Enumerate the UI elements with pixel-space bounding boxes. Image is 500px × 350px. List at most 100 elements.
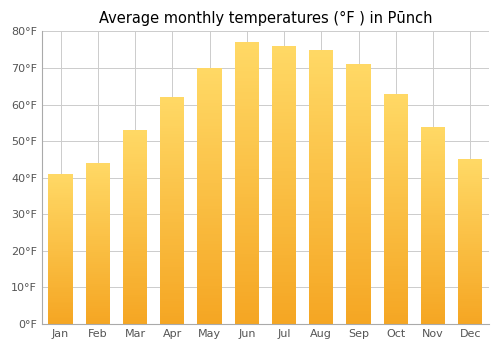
Bar: [86, 264, 110, 266]
Bar: [234, 271, 259, 275]
Bar: [384, 217, 408, 220]
Bar: [123, 176, 147, 178]
Bar: [421, 267, 445, 270]
Bar: [123, 181, 147, 183]
Bar: [458, 184, 482, 186]
Bar: [198, 190, 222, 193]
Bar: [123, 208, 147, 210]
Bar: [421, 309, 445, 312]
Bar: [421, 218, 445, 220]
Bar: [86, 288, 110, 290]
Bar: [123, 164, 147, 167]
Bar: [458, 172, 482, 174]
Bar: [421, 294, 445, 297]
Bar: [458, 229, 482, 231]
Bar: [309, 111, 334, 115]
Bar: [384, 206, 408, 209]
Bar: [346, 93, 370, 97]
Bar: [123, 251, 147, 254]
Bar: [234, 247, 259, 250]
Bar: [346, 149, 370, 152]
Bar: [160, 287, 184, 290]
Bar: [421, 285, 445, 287]
Bar: [198, 78, 222, 81]
Bar: [234, 289, 259, 292]
Bar: [198, 218, 222, 222]
Bar: [198, 305, 222, 308]
Bar: [160, 208, 184, 211]
Bar: [234, 162, 259, 166]
Bar: [198, 314, 222, 318]
Bar: [421, 223, 445, 225]
Bar: [234, 102, 259, 106]
Bar: [48, 238, 72, 240]
Bar: [48, 281, 72, 283]
Bar: [272, 144, 296, 147]
Bar: [86, 284, 110, 286]
Bar: [272, 147, 296, 150]
Bar: [123, 309, 147, 312]
Bar: [198, 308, 222, 311]
Bar: [309, 317, 334, 321]
Bar: [384, 97, 408, 99]
Bar: [384, 287, 408, 289]
Bar: [234, 296, 259, 299]
Bar: [458, 176, 482, 178]
Bar: [234, 197, 259, 201]
Bar: [160, 131, 184, 134]
Bar: [198, 106, 222, 110]
Bar: [123, 237, 147, 239]
Bar: [272, 307, 296, 310]
Bar: [160, 214, 184, 216]
Bar: [384, 209, 408, 212]
Bar: [160, 140, 184, 143]
Bar: [346, 133, 370, 136]
Bar: [86, 233, 110, 236]
Bar: [234, 85, 259, 88]
Bar: [160, 225, 184, 228]
Bar: [48, 320, 72, 322]
Bar: [421, 299, 445, 302]
Bar: [272, 223, 296, 227]
Bar: [458, 219, 482, 221]
Bar: [421, 213, 445, 215]
Bar: [198, 244, 222, 247]
Bar: [123, 205, 147, 208]
Bar: [309, 118, 334, 122]
Bar: [86, 230, 110, 231]
Bar: [123, 230, 147, 232]
Bar: [421, 238, 445, 240]
Bar: [421, 319, 445, 322]
Bar: [160, 242, 184, 245]
Bar: [309, 242, 334, 245]
Bar: [123, 234, 147, 237]
Bar: [384, 289, 408, 292]
Bar: [234, 106, 259, 109]
Bar: [458, 188, 482, 190]
Bar: [458, 271, 482, 273]
Bar: [309, 57, 334, 60]
Bar: [160, 111, 184, 114]
Bar: [458, 161, 482, 163]
Bar: [86, 217, 110, 219]
Bar: [123, 167, 147, 169]
Bar: [198, 187, 222, 190]
Bar: [86, 246, 110, 247]
Bar: [272, 286, 296, 289]
Bar: [160, 154, 184, 157]
Bar: [160, 321, 184, 324]
Bar: [234, 254, 259, 257]
Bar: [123, 227, 147, 230]
Bar: [123, 256, 147, 259]
Bar: [86, 300, 110, 302]
Bar: [421, 174, 445, 176]
Bar: [160, 279, 184, 281]
Bar: [421, 312, 445, 314]
Bar: [309, 187, 334, 190]
Bar: [123, 130, 147, 133]
Bar: [86, 298, 110, 300]
Bar: [160, 318, 184, 321]
Bar: [346, 126, 370, 129]
Bar: [123, 212, 147, 215]
Bar: [309, 279, 334, 283]
